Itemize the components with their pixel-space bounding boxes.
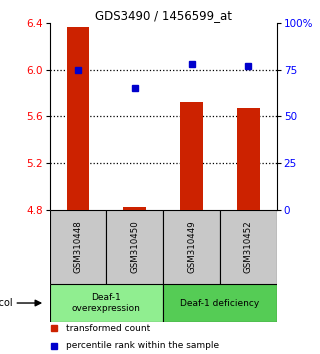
Text: transformed count: transformed count <box>66 324 150 333</box>
Bar <box>237 108 260 210</box>
Bar <box>163 210 220 284</box>
Bar <box>50 210 106 284</box>
Bar <box>50 284 163 322</box>
Text: protocol: protocol <box>0 298 13 308</box>
Text: Deaf-1 deficiency: Deaf-1 deficiency <box>180 298 260 308</box>
Bar <box>180 102 203 210</box>
Title: GDS3490 / 1456599_at: GDS3490 / 1456599_at <box>95 9 232 22</box>
Bar <box>124 207 146 210</box>
Bar <box>220 210 277 284</box>
Text: percentile rank within the sample: percentile rank within the sample <box>66 341 219 350</box>
Text: GSM310448: GSM310448 <box>74 221 83 273</box>
Bar <box>67 27 89 210</box>
Text: GSM310449: GSM310449 <box>187 221 196 273</box>
Bar <box>106 210 163 284</box>
Text: GSM310450: GSM310450 <box>130 221 139 273</box>
Bar <box>163 284 277 322</box>
Text: GSM310452: GSM310452 <box>244 221 253 273</box>
Text: Deaf-1
overexpression: Deaf-1 overexpression <box>72 293 141 313</box>
